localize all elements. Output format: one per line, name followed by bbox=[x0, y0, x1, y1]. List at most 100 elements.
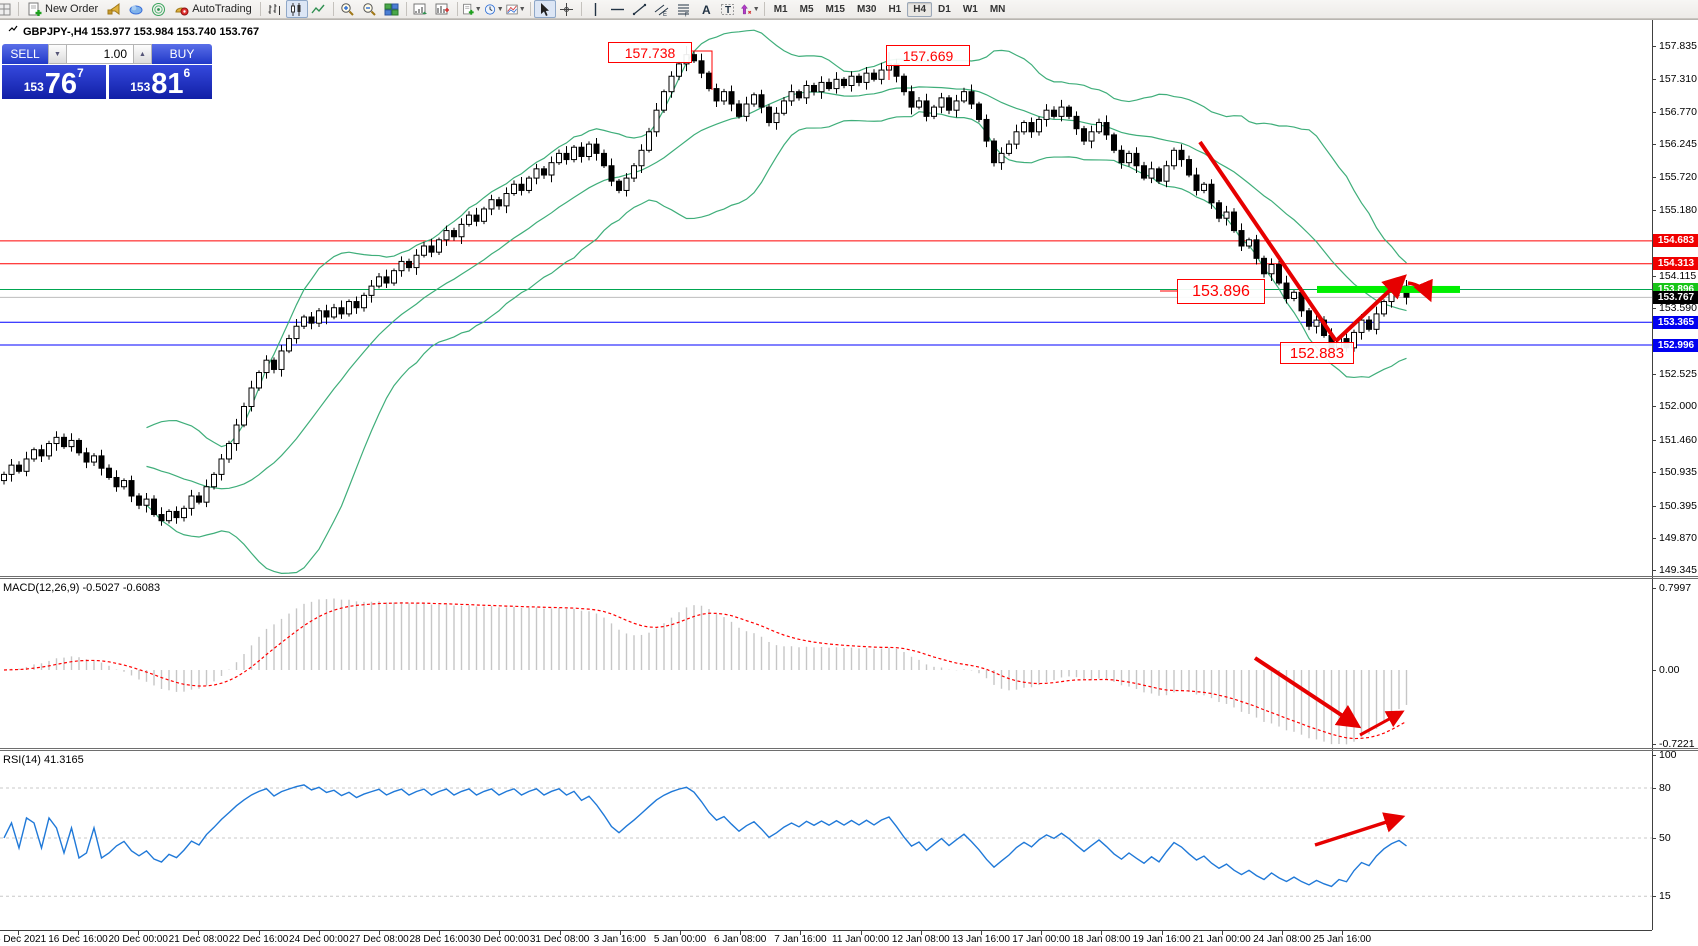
dropdown-arrow-icon: ▼ bbox=[496, 5, 504, 13]
macd-tick-label: -0.7221 bbox=[1659, 738, 1695, 750]
main-toolbar: New Order AutoTrading ▼ ▼ ▼ E F A T ▼ M1 M5 M15 M30 H1… bbox=[0, 0, 1698, 19]
timeframe-button-h1[interactable]: H1 bbox=[888, 3, 902, 15]
time-axis-tick bbox=[680, 931, 681, 935]
toolbar-separator bbox=[529, 2, 531, 16]
price-tick-label: 150.395 bbox=[1659, 500, 1697, 512]
svg-text:F: F bbox=[685, 12, 689, 17]
new-order-button[interactable]: New Order bbox=[22, 0, 103, 18]
time-axis-tick bbox=[800, 931, 802, 935]
time-axis-tick bbox=[198, 931, 200, 935]
time-axis-label: 17 Jan 00:00 bbox=[1012, 934, 1071, 945]
cursor-icon[interactable] bbox=[533, 0, 556, 18]
line-chart-icon[interactable] bbox=[308, 0, 330, 18]
svg-text:T: T bbox=[725, 5, 731, 16]
templates-icon[interactable]: ▼ bbox=[505, 0, 527, 18]
axis-tick bbox=[1652, 112, 1656, 113]
buy-price-display[interactable]: 153 81 6 bbox=[108, 65, 212, 99]
price-tick-label: 152.000 bbox=[1659, 400, 1697, 412]
arrows-icon[interactable]: ▼ bbox=[739, 0, 761, 18]
toolbar-separator bbox=[405, 2, 407, 16]
toolbar-separator bbox=[259, 2, 261, 16]
price-level-badge: 153.365 bbox=[1653, 316, 1698, 329]
autotrading-button[interactable]: AutoTrading bbox=[169, 0, 257, 18]
time-axis-label: 5 Jan 00:00 bbox=[653, 934, 707, 945]
timeframe-button-h4[interactable]: H4 bbox=[907, 1, 933, 17]
tile-windows-icon[interactable] bbox=[381, 0, 403, 18]
auto-scroll-icon[interactable] bbox=[410, 0, 432, 18]
axis-tick bbox=[1652, 210, 1656, 211]
community-icon[interactable] bbox=[125, 0, 147, 18]
time-axis-tick bbox=[1342, 931, 1344, 935]
volume-input[interactable]: 1.00 bbox=[67, 44, 133, 64]
time-axis-tick bbox=[379, 931, 380, 935]
axis-tick bbox=[1652, 588, 1656, 589]
time-axis-tick bbox=[981, 931, 982, 935]
panel-separator bbox=[0, 748, 1698, 749]
timeframe-button-m30[interactable]: M30 bbox=[856, 3, 877, 15]
alert-horn-icon[interactable] bbox=[103, 0, 125, 18]
axis-tick bbox=[1652, 538, 1656, 539]
time-axis-line bbox=[0, 930, 1652, 931]
volume-decrease-button[interactable]: ▼ bbox=[48, 44, 67, 64]
price-annotation: 153.896 bbox=[1177, 279, 1265, 304]
time-axis-tick bbox=[439, 931, 441, 935]
main-chart-canvas[interactable] bbox=[0, 19, 1652, 577]
timeframe-button-mn[interactable]: MN bbox=[989, 3, 1006, 15]
sell-price-display[interactable]: 153 76 7 bbox=[2, 65, 106, 99]
equidistant-channel-icon[interactable]: E bbox=[651, 0, 673, 18]
zoom-out-icon[interactable] bbox=[359, 0, 381, 18]
axis-tick bbox=[1652, 755, 1656, 756]
time-axis-tick bbox=[619, 931, 621, 935]
price-axis-line bbox=[1652, 20, 1653, 930]
timeframe-button-d1[interactable]: D1 bbox=[938, 3, 951, 15]
dropdown-arrow-icon: ▼ bbox=[752, 5, 760, 13]
timeframe-button-m15[interactable]: M15 bbox=[825, 3, 845, 15]
time-axis-tick bbox=[740, 931, 742, 935]
signals-icon[interactable] bbox=[147, 0, 169, 18]
time-axis-label: 31 Dec 08:00 bbox=[529, 934, 590, 945]
time-axis-label: 16 Dec 16:00 bbox=[48, 934, 108, 945]
crosshair-icon[interactable] bbox=[556, 0, 578, 18]
periods-icon[interactable]: ▼ bbox=[483, 0, 505, 18]
time-axis-label: 22 Dec 16:00 bbox=[228, 934, 289, 945]
time-axis-tick bbox=[78, 931, 79, 935]
bar-chart-icon[interactable] bbox=[264, 0, 286, 18]
dropdown-arrow-icon: ▼ bbox=[518, 5, 526, 13]
price-annotation: 152.883 bbox=[1280, 342, 1354, 364]
fibonacci-icon[interactable]: F bbox=[673, 0, 695, 18]
indicators-icon[interactable]: ▼ bbox=[461, 0, 483, 18]
axis-tick bbox=[1652, 144, 1656, 145]
vertical-line-icon[interactable] bbox=[585, 0, 607, 18]
sell-button[interactable]: SELL bbox=[2, 44, 48, 64]
macd-panel-canvas[interactable] bbox=[0, 579, 1652, 749]
time-axis-label: 12 Jan 08:00 bbox=[891, 934, 950, 945]
time-axis-label: 6 Jan 08:00 bbox=[714, 934, 767, 945]
text-icon[interactable]: A bbox=[695, 0, 717, 18]
time-axis-tick bbox=[499, 931, 501, 935]
timeframe-button-w1[interactable]: W1 bbox=[962, 3, 978, 15]
axis-tick bbox=[1652, 276, 1656, 277]
buy-button[interactable]: BUY bbox=[152, 44, 212, 64]
time-axis-tick bbox=[920, 931, 922, 935]
text-label-icon[interactable]: T bbox=[717, 0, 739, 18]
rsi-panel-canvas[interactable] bbox=[0, 751, 1652, 930]
time-axis-label: 18 Jan 08:00 bbox=[1072, 934, 1131, 945]
chart-shift-icon[interactable] bbox=[432, 0, 454, 18]
time-axis-tick bbox=[1221, 931, 1223, 935]
timeframe-button-m5[interactable]: M5 bbox=[799, 3, 814, 15]
toolbar-separator bbox=[332, 2, 334, 16]
panel-separator bbox=[0, 576, 1698, 577]
trendline-icon[interactable] bbox=[629, 0, 651, 18]
horizontal-line-icon[interactable] bbox=[607, 0, 629, 18]
toolbar-separator bbox=[580, 2, 582, 16]
price-level-badge: 153.767 bbox=[1653, 291, 1698, 304]
timeframe-button-m1[interactable]: M1 bbox=[773, 3, 788, 15]
svg-text:A: A bbox=[702, 3, 711, 17]
volume-increase-button[interactable]: ▲ bbox=[133, 44, 152, 64]
window-grid-icon[interactable] bbox=[0, 0, 15, 18]
one-click-trading-panel: SELL ▼ 1.00 ▲ BUY 153 76 7 153 81 6 bbox=[2, 44, 212, 99]
zoom-in-icon[interactable] bbox=[337, 0, 359, 18]
time-axis-label: 21 Dec 08:00 bbox=[168, 934, 229, 945]
candlestick-chart-icon[interactable] bbox=[285, 0, 308, 18]
time-axis-tick bbox=[1041, 931, 1043, 935]
